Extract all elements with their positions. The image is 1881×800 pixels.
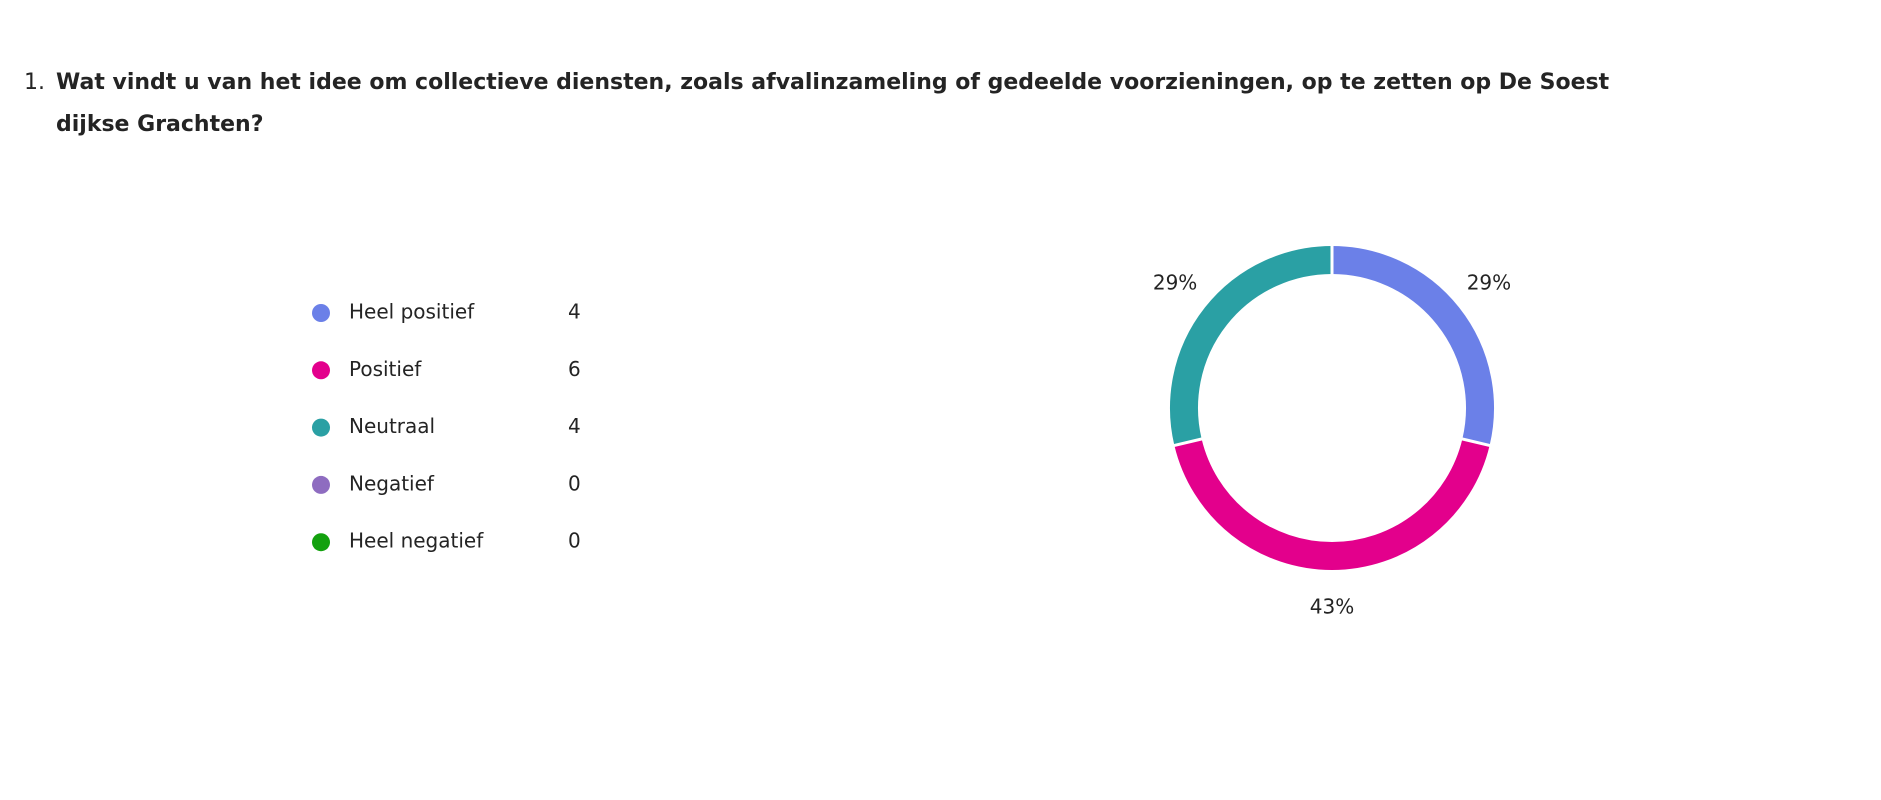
slice-label: 43% — [1310, 595, 1354, 619]
question-title: Wat vindt u van het idee om collectieve … — [56, 70, 1610, 137]
legend-label: Heel negatief — [349, 529, 484, 553]
legend-label: Positief — [349, 357, 422, 381]
legend-count: 0 — [568, 471, 581, 495]
legend-label: Neutraal — [349, 414, 435, 438]
legend-dot — [312, 304, 330, 322]
legend-dot — [312, 418, 330, 437]
question: 1. Wat vindt u van het idee om collectie… — [24, 62, 1624, 146]
legend-label: Negatief — [349, 471, 435, 495]
legend-count: 6 — [568, 357, 581, 381]
question-number: 1. — [24, 70, 45, 95]
slice-label: 29% — [1153, 270, 1197, 294]
donut-slice — [1174, 438, 1490, 570]
legend-count: 0 — [568, 529, 581, 553]
slice-gap — [1448, 434, 1504, 451]
legend-dot — [312, 475, 330, 494]
donut-slice — [1170, 246, 1333, 446]
slice-gap — [1160, 434, 1216, 451]
slice-label: 29% — [1467, 270, 1511, 294]
legend-dot — [312, 361, 330, 380]
legend-count: 4 — [568, 300, 581, 324]
legend-label: Heel positief — [349, 300, 475, 324]
legend-dot — [312, 533, 330, 552]
donut-slice — [1331, 246, 1494, 446]
legend-count: 4 — [568, 414, 581, 438]
